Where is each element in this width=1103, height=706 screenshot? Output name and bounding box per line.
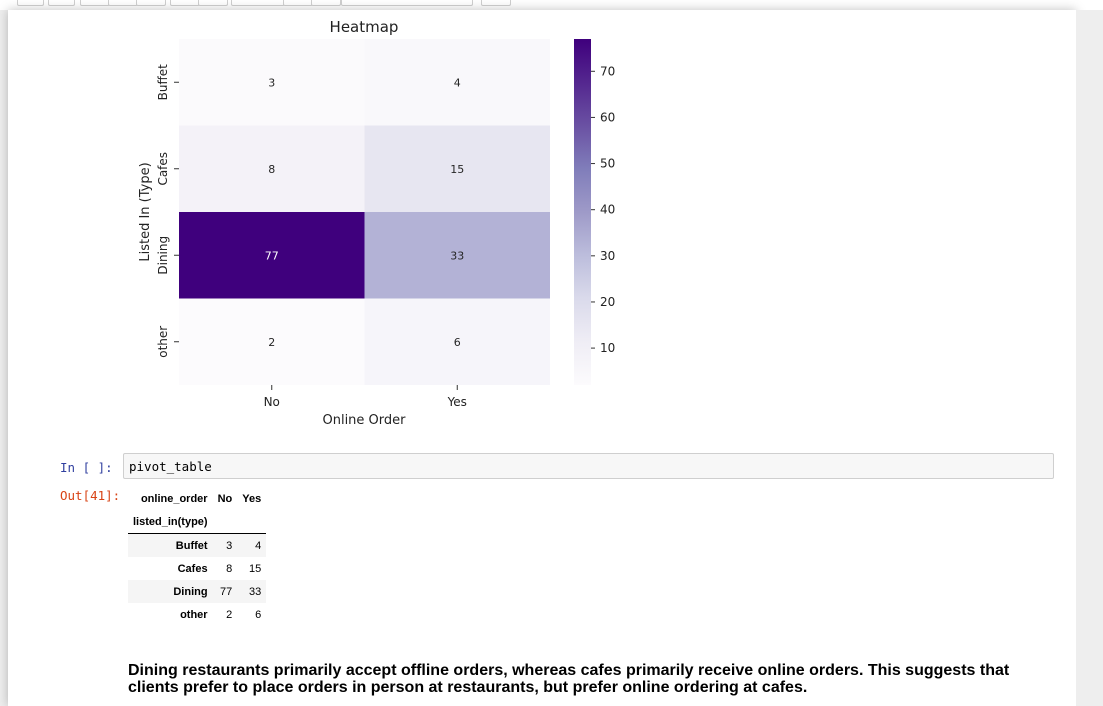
cell-label: 2 bbox=[268, 336, 275, 349]
cell-label: 8 bbox=[268, 163, 275, 176]
index-name: listed_in(type) bbox=[128, 510, 213, 534]
colorbar-tick-label: 70 bbox=[600, 64, 615, 78]
toolbar-button[interactable] bbox=[311, 0, 341, 6]
dataframe-output: online_order No Yes listed_in(type) Buff… bbox=[128, 487, 267, 626]
notebook-toolbar bbox=[0, 0, 1103, 10]
code-cell-editor[interactable]: pivot_table bbox=[123, 453, 1054, 479]
heatmap-cell bbox=[179, 212, 365, 299]
table-row: Dining 77 33 bbox=[128, 580, 267, 603]
cell-label: 77 bbox=[265, 249, 279, 262]
y-tick-label: other bbox=[156, 326, 170, 358]
empty-header bbox=[212, 510, 238, 534]
row-index: other bbox=[180, 608, 208, 621]
table-cell: 33 bbox=[237, 580, 267, 603]
markdown-conclusion: Dining restaurants primarily accept offl… bbox=[128, 662, 1010, 696]
colorbar-tick-label: 60 bbox=[600, 110, 615, 124]
toolbar-button[interactable] bbox=[48, 0, 75, 6]
y-tick-label: Dining bbox=[156, 236, 170, 275]
colorbar-tick-label: 10 bbox=[600, 341, 615, 355]
cell-label: 4 bbox=[454, 76, 461, 89]
cell-label: 15 bbox=[450, 163, 464, 176]
table-index-header-row: listed_in(type) bbox=[128, 510, 267, 534]
cell-label: 6 bbox=[454, 336, 461, 349]
table-row: other 2 6 bbox=[128, 603, 266, 626]
chart-title: Heatmap bbox=[330, 18, 399, 36]
y-axis-label: Listed In (Type) bbox=[138, 162, 153, 261]
table-row: Buffet 3 4 bbox=[128, 533, 267, 557]
columns-name: online_order bbox=[140, 492, 208, 505]
toolbar-button[interactable] bbox=[198, 0, 228, 6]
heatmap-cell bbox=[179, 125, 365, 212]
colorbar-tick-label: 30 bbox=[600, 249, 615, 263]
colorbar-tick-label: 20 bbox=[600, 295, 615, 309]
cell-type-select[interactable] bbox=[341, 0, 473, 6]
toolbar-button[interactable] bbox=[136, 0, 166, 6]
colorbar bbox=[574, 39, 591, 385]
input-prompt: In [ ]: bbox=[60, 460, 113, 475]
y-tick-label: Buffet bbox=[156, 64, 170, 100]
table-cell: 3 bbox=[212, 533, 238, 557]
x-tick-label: No bbox=[264, 395, 280, 409]
colorbar-tick-label: 40 bbox=[600, 203, 615, 217]
column-header: Yes bbox=[242, 492, 262, 505]
row-index: Dining bbox=[128, 580, 213, 603]
colorbar-tick-label: 50 bbox=[600, 157, 615, 171]
output-prompt: Out[41]: bbox=[60, 488, 121, 503]
toolbar-button[interactable] bbox=[481, 0, 511, 6]
table-cell: 2 bbox=[226, 608, 233, 621]
heatmap-cell bbox=[179, 39, 365, 126]
heatmap-cell bbox=[364, 212, 550, 299]
heatmap-chart: Heatmap 3 4 8 15 77 33 2 6 No Yes Buffet Cafes Dini… bbox=[138, 18, 615, 428]
table-cell: 6 bbox=[255, 608, 262, 621]
table-row: Cafes 8 15 bbox=[128, 557, 266, 580]
heatmap-cell bbox=[179, 298, 365, 385]
y-tick-label: Cafes bbox=[156, 152, 170, 186]
column-header: No bbox=[217, 492, 233, 505]
empty-header bbox=[237, 510, 267, 534]
x-axis-label: Online Order bbox=[322, 413, 406, 428]
table-cell: 77 bbox=[212, 580, 238, 603]
cell-label: 33 bbox=[450, 249, 464, 262]
heatmap-cell bbox=[364, 298, 550, 385]
table-cell: 8 bbox=[226, 562, 233, 575]
code-text[interactable]: pivot_table bbox=[129, 459, 212, 474]
heatmap-cell bbox=[364, 125, 550, 212]
table-cell: 4 bbox=[237, 533, 267, 557]
right-margin bbox=[1076, 10, 1103, 706]
table-cell: 15 bbox=[248, 562, 262, 575]
row-index: Buffet bbox=[128, 533, 213, 557]
toolbar-button[interactable] bbox=[17, 0, 44, 6]
table-header-row: online_order No Yes bbox=[128, 487, 266, 510]
pivot-table: online_order No Yes listed_in(type) Buff… bbox=[128, 487, 267, 626]
heatmap-cell bbox=[364, 39, 550, 126]
cell-label: 3 bbox=[268, 76, 275, 89]
x-tick-label: Yes bbox=[447, 395, 467, 409]
row-index: Cafes bbox=[177, 562, 208, 575]
